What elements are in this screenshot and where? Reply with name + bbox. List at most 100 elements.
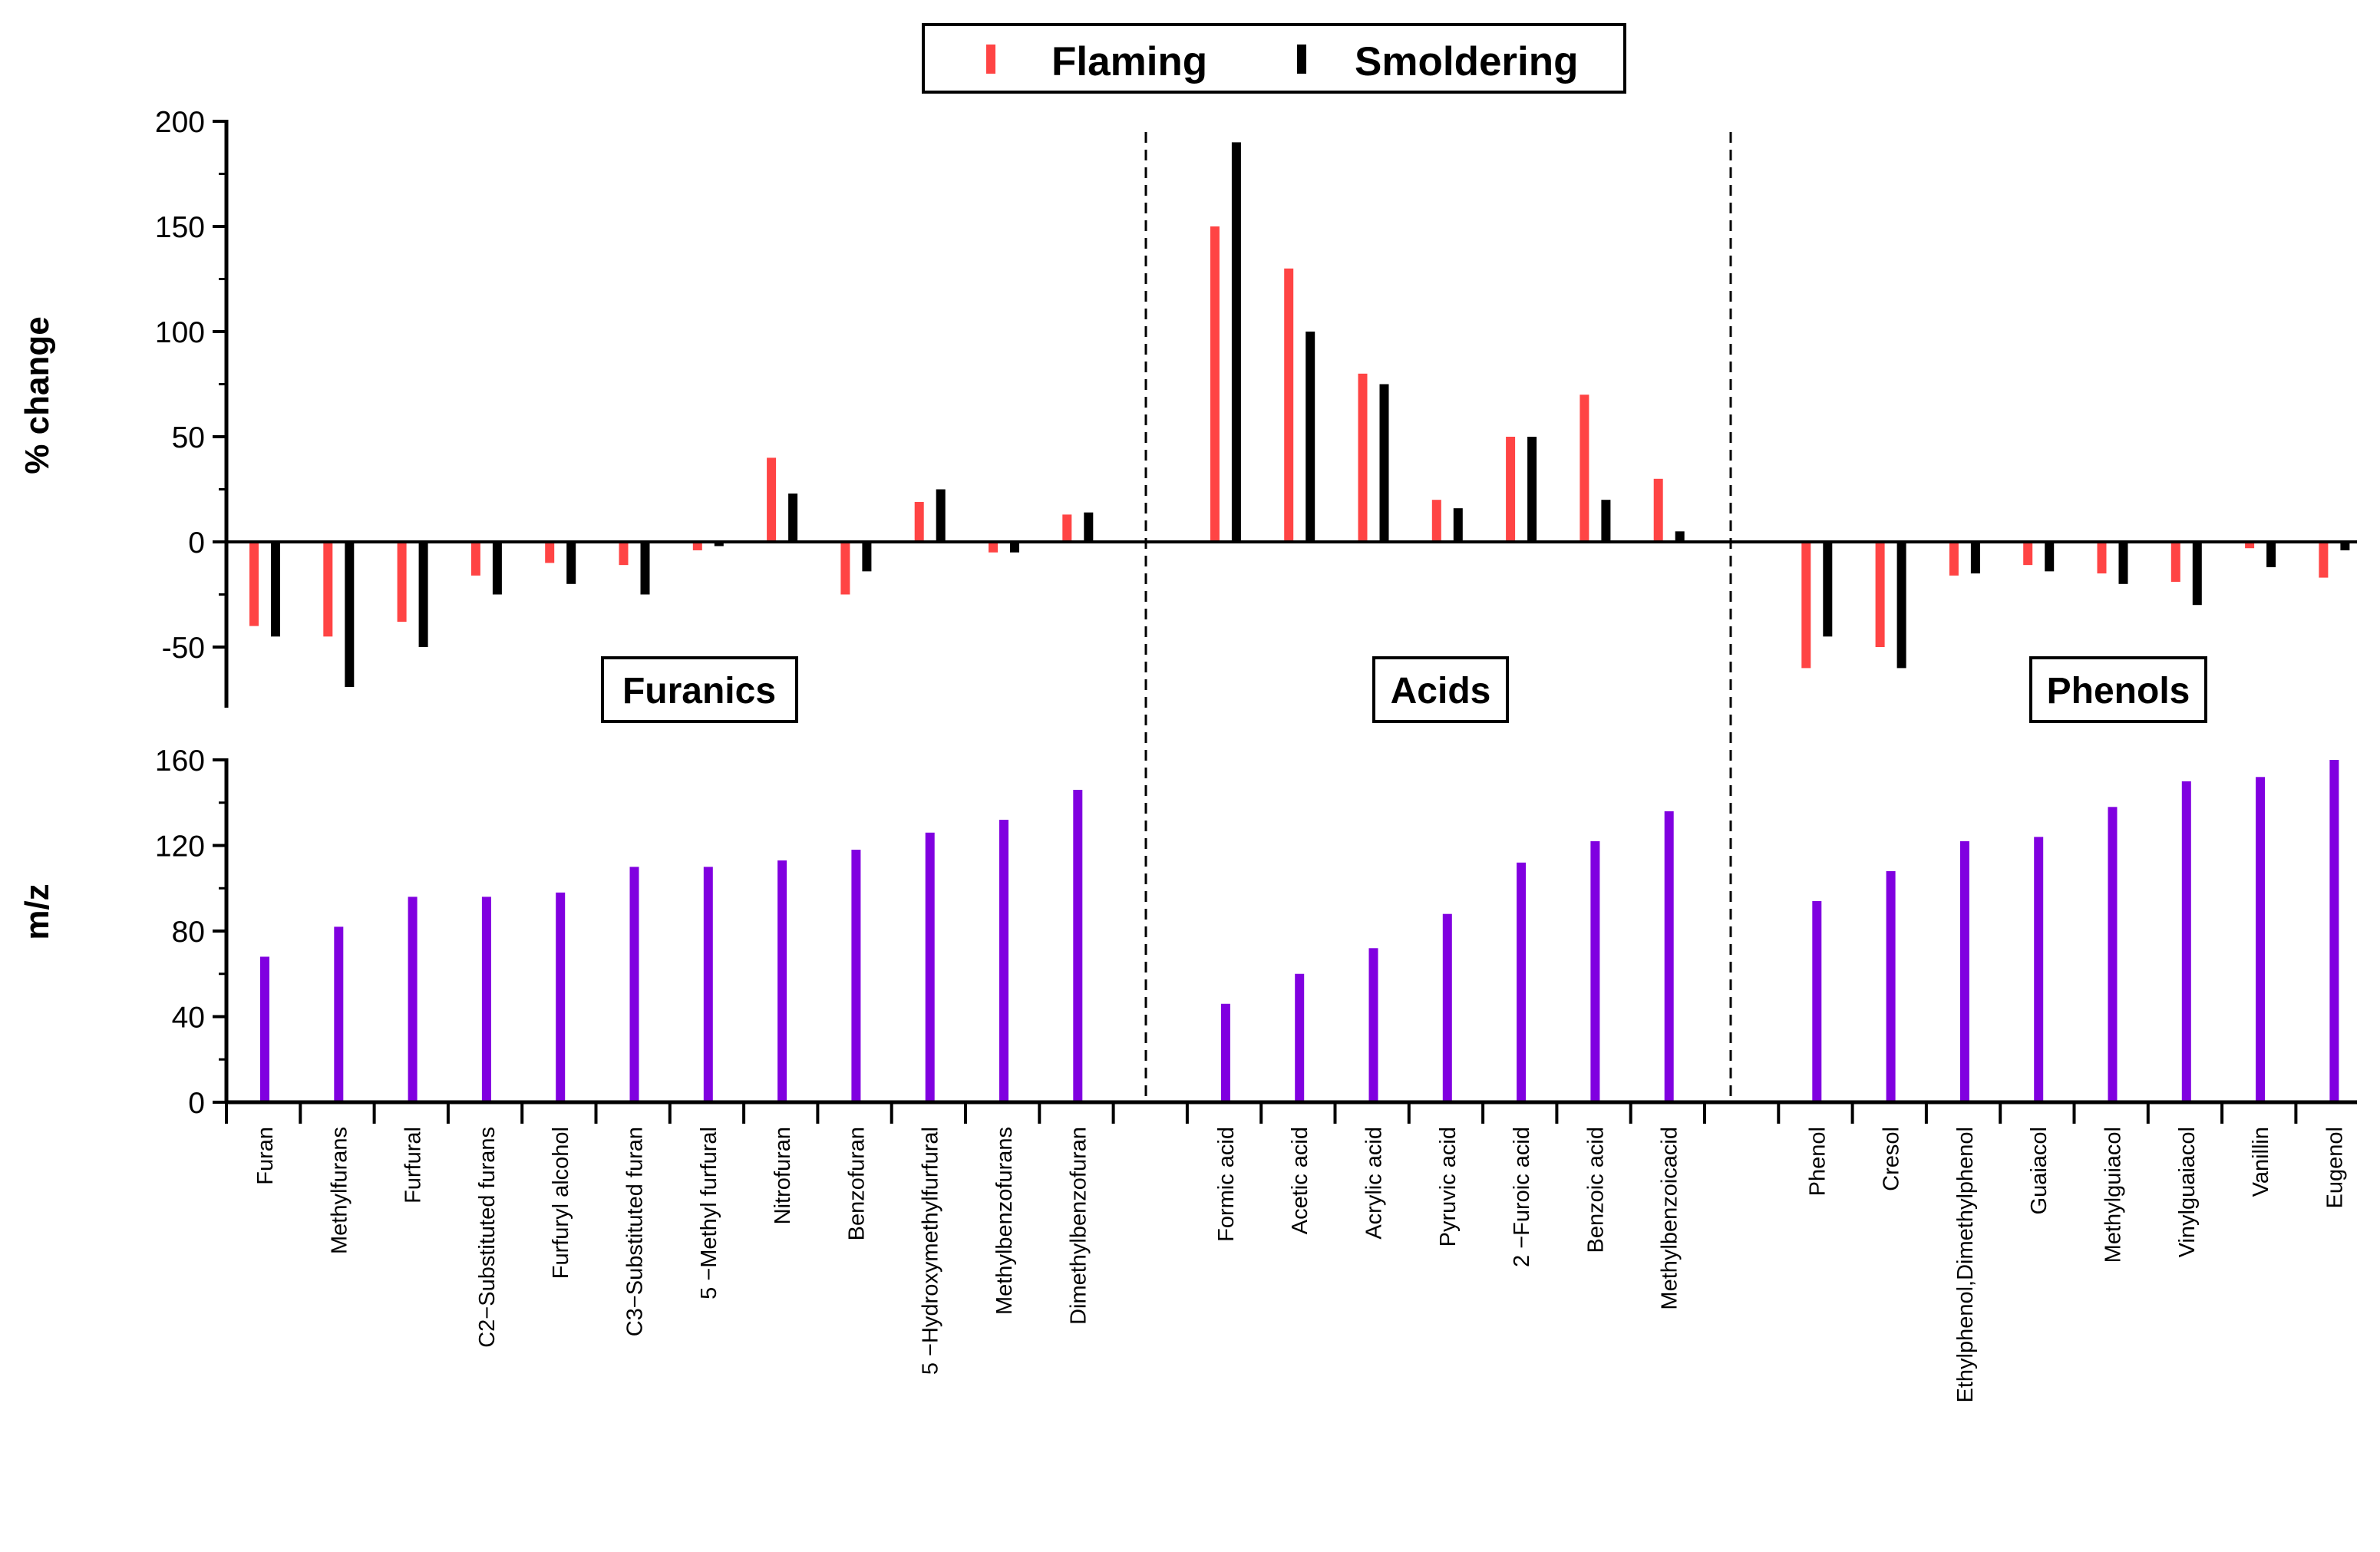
legend-label-smoldering: Smoldering bbox=[1355, 39, 1579, 84]
bar-mz bbox=[925, 832, 935, 1102]
bar-mz bbox=[2329, 760, 2339, 1102]
top-ytick-label: 150 bbox=[155, 211, 205, 244]
bar-smoldering bbox=[1675, 531, 1685, 542]
top-ytick-label: 0 bbox=[188, 527, 205, 560]
bar-mz bbox=[2034, 837, 2044, 1102]
bar-mz bbox=[1517, 862, 1527, 1102]
x-category-label: Vanillin bbox=[2249, 1127, 2273, 1197]
bar-mz bbox=[1073, 790, 1083, 1102]
x-category-label: Furfural bbox=[401, 1127, 426, 1204]
bar-smoldering bbox=[2118, 542, 2128, 584]
bottom-panel-ticks: 0 40 80 120 160 bbox=[155, 745, 226, 1120]
bar-flaming bbox=[1358, 373, 1368, 542]
bar-smoldering bbox=[1306, 332, 1315, 542]
group-label-phenols: Phenols bbox=[2047, 671, 2190, 712]
bar-smoldering bbox=[271, 542, 280, 637]
category-labels: Furan Methylfurans Furfural C2−Substituted … bbox=[253, 1127, 2347, 1403]
bar-flaming bbox=[323, 542, 333, 637]
bar-flaming bbox=[2023, 542, 2033, 566]
bar-flaming bbox=[545, 542, 555, 563]
x-category-label: C2−Substituted furans bbox=[475, 1127, 500, 1348]
bar-smoldering bbox=[1084, 512, 1094, 542]
bar-mz bbox=[1220, 1003, 1230, 1102]
bar-mz bbox=[1664, 811, 1674, 1102]
bar-flaming bbox=[840, 542, 850, 595]
bar-smoldering bbox=[492, 542, 502, 595]
bar-flaming bbox=[2097, 542, 2107, 574]
group-label-furanics: Furanics bbox=[622, 671, 776, 712]
top-panel-ticks: -50 0 50 100 150 200 bbox=[155, 106, 226, 665]
bar-smoldering bbox=[1231, 142, 1241, 542]
group-box-furanics bbox=[601, 656, 798, 723]
group-labels: Furanics Acids Phenols bbox=[601, 656, 2207, 723]
x-category-label: Pyruvic acid bbox=[1436, 1127, 1461, 1247]
bar-mz bbox=[1590, 840, 1600, 1102]
x-category-label: Phenol bbox=[1805, 1127, 1830, 1196]
bar-mz bbox=[334, 926, 344, 1102]
bar-mz bbox=[556, 892, 566, 1102]
bar-smoldering bbox=[1896, 542, 1906, 669]
legend-swatch-smoldering bbox=[1297, 45, 1306, 74]
x-category-label: Nitrofuran bbox=[771, 1127, 795, 1224]
bottom-ytick-label: 160 bbox=[155, 745, 205, 778]
group-label-acids: Acids bbox=[1391, 671, 1491, 712]
x-category-label: Guaiacol bbox=[2027, 1127, 2052, 1214]
bottom-panel-ylabel: m/z bbox=[18, 883, 56, 939]
bar-flaming bbox=[619, 542, 629, 566]
x-category-label: Ethylphenol,Dimethylphenol bbox=[1953, 1127, 1978, 1403]
bar-mz bbox=[1295, 973, 1305, 1102]
bar-smoldering bbox=[1379, 384, 1389, 542]
top-ytick-label: 200 bbox=[155, 106, 205, 139]
bar-mz bbox=[2108, 807, 2118, 1102]
bar-flaming bbox=[2245, 542, 2255, 549]
bottom-panel-bars bbox=[260, 760, 2339, 1102]
bottom-ytick-label: 120 bbox=[155, 830, 205, 864]
x-category-label: Furan bbox=[253, 1127, 278, 1185]
bar-smoldering bbox=[418, 542, 428, 647]
bar-smoldering bbox=[1601, 500, 1611, 542]
bar-smoldering bbox=[2266, 542, 2276, 567]
x-category-label: Methylbenzoicacid bbox=[1658, 1127, 1682, 1310]
x-category-label: Furfuryl alcohol bbox=[549, 1127, 573, 1279]
bar-smoldering bbox=[714, 542, 724, 547]
legend-label-flaming: Flaming bbox=[1051, 39, 1207, 84]
axes bbox=[224, 120, 2357, 1124]
x-category-label: 2 −Furoic acid bbox=[1510, 1127, 1534, 1267]
bar-smoldering bbox=[2340, 542, 2350, 550]
x-category-label: Acrylic acid bbox=[1362, 1127, 1387, 1240]
bar-flaming bbox=[2170, 542, 2180, 583]
bar-mz bbox=[1886, 870, 1896, 1102]
bar-flaming bbox=[1875, 542, 1885, 647]
top-panel-ylabel: % change bbox=[18, 316, 56, 474]
bar-mz bbox=[2181, 781, 2191, 1102]
bottom-ytick-label: 0 bbox=[188, 1087, 205, 1120]
group-box-acids bbox=[1372, 656, 1509, 723]
top-panel-bars bbox=[249, 142, 2350, 688]
x-category-label: Dimethylbenzofuran bbox=[1066, 1127, 1091, 1325]
bar-flaming bbox=[1506, 437, 1516, 542]
x-category-label: Benzofuran bbox=[844, 1127, 869, 1240]
bar-mz bbox=[999, 820, 1008, 1102]
bar-flaming bbox=[989, 542, 998, 553]
top-ytick-label: -50 bbox=[162, 632, 205, 665]
bar-flaming bbox=[692, 542, 702, 550]
bar-mz bbox=[1442, 913, 1452, 1102]
legend-box bbox=[922, 23, 1626, 94]
x-category-label: Methylfurans bbox=[327, 1127, 352, 1254]
top-ytick-label: 50 bbox=[172, 421, 205, 454]
x-category-label: Formic acid bbox=[1214, 1127, 1239, 1242]
bar-smoldering bbox=[566, 542, 576, 584]
x-category-label: 5 −Methyl furfural bbox=[697, 1127, 721, 1299]
bar-mz bbox=[1368, 948, 1378, 1102]
bar-flaming bbox=[249, 542, 259, 626]
top-ytick-label: 100 bbox=[155, 316, 205, 349]
bar-smoldering bbox=[1970, 542, 1980, 574]
bottom-ytick-label: 40 bbox=[172, 1002, 205, 1035]
bar-mz bbox=[2256, 777, 2266, 1102]
bar-smoldering bbox=[640, 542, 650, 595]
bar-smoldering bbox=[345, 542, 355, 688]
bar-mz bbox=[408, 897, 418, 1102]
legend-swatch-flaming bbox=[986, 45, 995, 74]
bar-flaming bbox=[397, 542, 407, 622]
bar-flaming bbox=[1580, 395, 1589, 542]
